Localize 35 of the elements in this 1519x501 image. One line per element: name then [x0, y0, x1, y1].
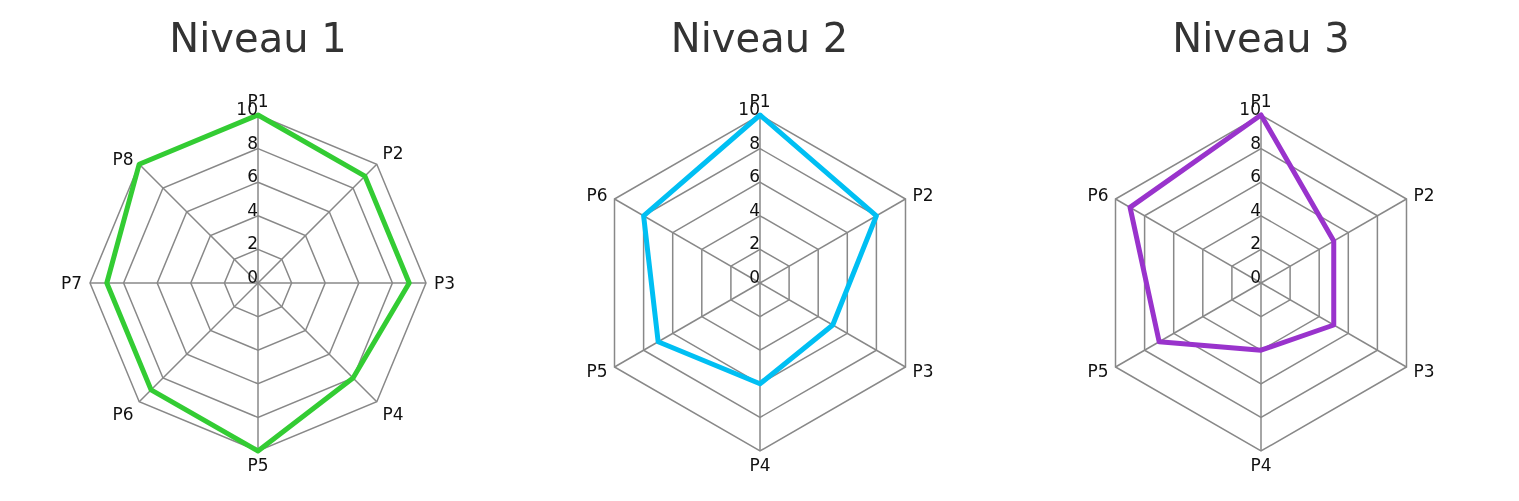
y-tick-label: 2	[748, 233, 760, 254]
spoke-label: P5	[247, 455, 269, 476]
y-tick-label: 0	[748, 267, 760, 287]
y-tick-label: 4	[1250, 199, 1261, 220]
spoke-label: P3	[1413, 361, 1435, 382]
y-tick-label: 8	[247, 132, 258, 153]
spoke-label: P8	[112, 148, 134, 169]
y-tick-label: 2	[1250, 233, 1261, 254]
y-tick-label: 0	[247, 267, 258, 287]
y-tick-label: 6	[247, 166, 258, 187]
spoke-label: P3	[434, 273, 456, 294]
y-tick-label: 4	[247, 199, 258, 220]
spoke-label: P5	[586, 361, 608, 382]
spoke-label: P2	[1413, 185, 1435, 206]
y-tick-label: 8	[1250, 132, 1261, 153]
spoke-label: P6	[112, 403, 134, 424]
y-tick-label: 6	[1250, 166, 1261, 187]
chart-title: Niveau 3	[1172, 14, 1350, 63]
spoke-label: P5	[1087, 361, 1109, 382]
spoke-label: P3	[911, 361, 933, 382]
chart-title: Niveau 2	[670, 14, 849, 63]
spoke-label: P7	[60, 273, 82, 294]
y-tick-label: 0	[1250, 267, 1261, 287]
y-tick-label: 8	[748, 132, 760, 153]
spoke-label: P4	[748, 455, 771, 476]
spoke-label: P6	[586, 185, 608, 206]
spoke-label: P2	[382, 142, 404, 163]
spoke-label: P4	[1250, 455, 1272, 476]
y-tick-label: 4	[748, 199, 760, 220]
y-tick-label: 6	[748, 166, 760, 187]
spoke-label: P6	[1087, 185, 1109, 206]
spoke-label: P2	[911, 185, 933, 206]
y-tick-label: 2	[247, 233, 258, 254]
chart-title: Niveau 1	[169, 14, 347, 63]
spoke-label: P4	[382, 403, 404, 424]
